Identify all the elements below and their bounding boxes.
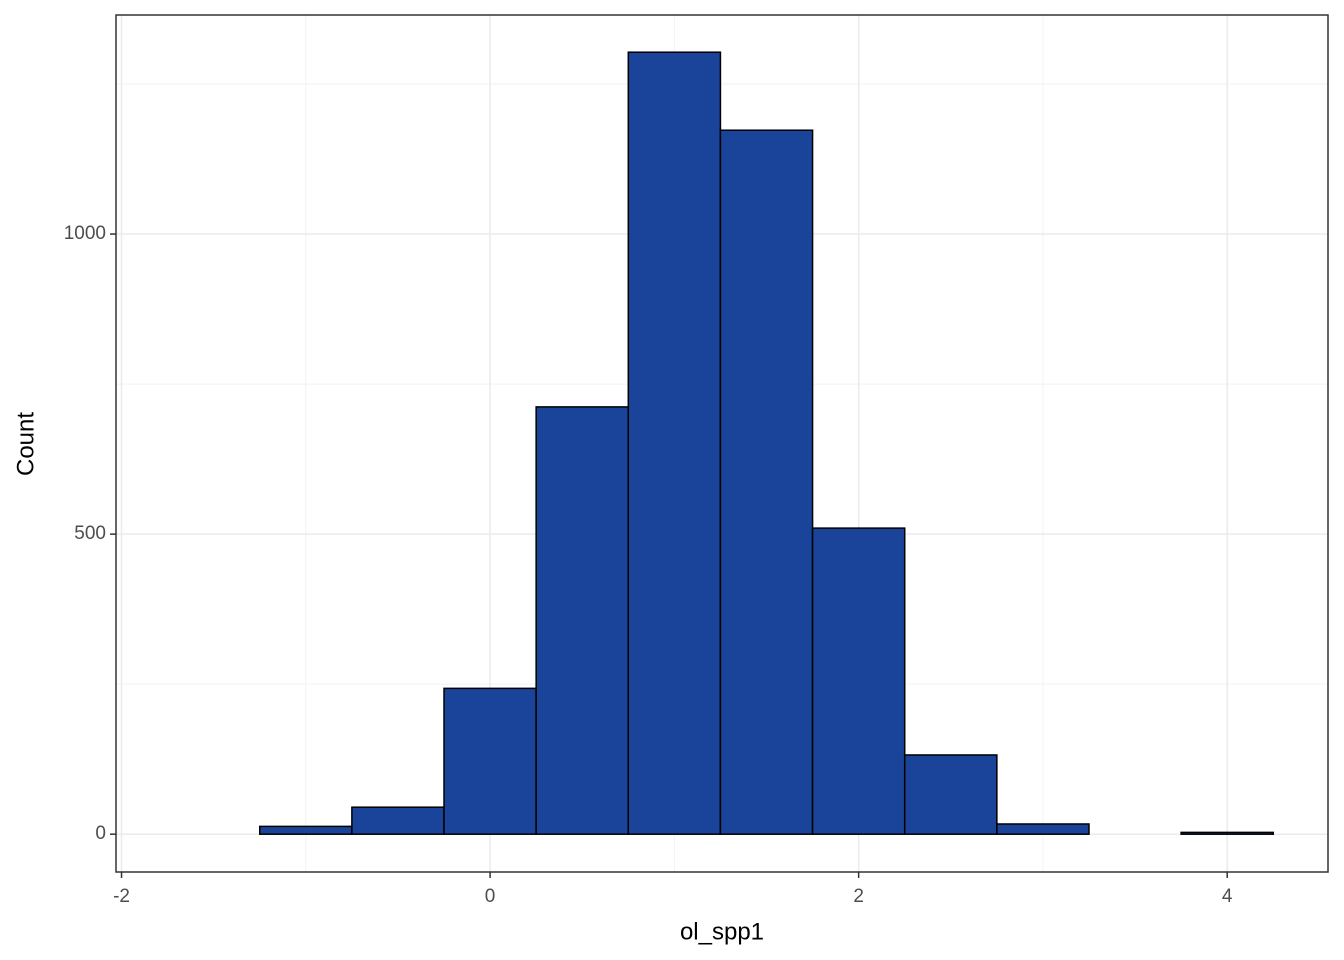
x-tick-label: 2 — [853, 886, 864, 907]
y-tick-label: 500 — [74, 523, 106, 544]
bar — [996, 823, 1090, 835]
x-tick-label: -2 — [113, 886, 130, 907]
bar — [719, 129, 814, 835]
bar — [351, 806, 445, 835]
y-tick-label: 0 — [95, 823, 106, 844]
bar — [627, 51, 722, 835]
panel-border — [115, 14, 1329, 873]
bar — [1180, 831, 1275, 835]
bar — [443, 687, 537, 835]
x-tick-label: 4 — [1222, 886, 1233, 907]
bar — [258, 825, 353, 835]
y-axis-title: Count — [12, 412, 39, 476]
x-axis-title: ol_spp1 — [680, 918, 764, 945]
bar — [903, 754, 998, 835]
y-tick-label: 1000 — [64, 223, 106, 244]
x-tick-label: 0 — [485, 886, 496, 907]
bar — [811, 527, 906, 835]
bar — [535, 406, 630, 835]
